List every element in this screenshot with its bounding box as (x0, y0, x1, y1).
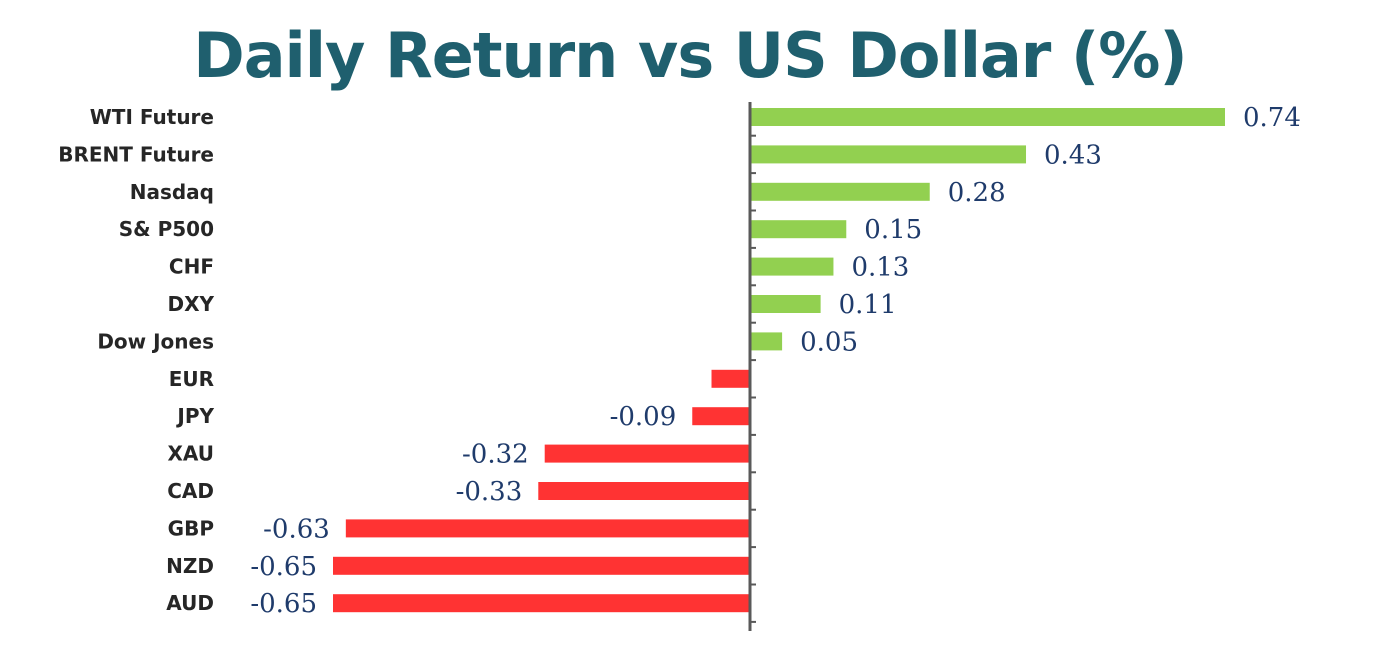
category-label: JPY (175, 404, 214, 428)
category-label: CHF (169, 255, 214, 279)
value-labels: 0.74 0.43 0.28 0.15 0.13 0.11 0.05 -0.09 -0.32 -0… (250, 103, 1301, 619)
value-label: 0.05 (800, 327, 858, 357)
category-label: AUD (166, 591, 214, 615)
bar (750, 145, 1027, 164)
value-label: 0.13 (851, 253, 909, 283)
bar (711, 369, 750, 388)
bar (538, 482, 750, 500)
category-labels: WTI Future BRENT Future Nasdaq S& P500 CHF DX… (58, 105, 214, 615)
category-label: DXY (167, 292, 214, 316)
value-label: -0.65 (250, 552, 317, 582)
category-label: GBP (168, 516, 214, 540)
category-label: NZD (166, 554, 214, 578)
value-label: 0.15 (864, 215, 922, 245)
value-label: -0.33 (456, 477, 523, 507)
category-label: BRENT Future (58, 142, 214, 166)
bar (750, 332, 783, 351)
zero-axis (748, 102, 756, 631)
category-label: CAD (167, 479, 214, 503)
category-label: WTI Future (90, 105, 214, 129)
bar (750, 108, 1225, 126)
category-label: XAU (167, 442, 214, 466)
bar (692, 407, 750, 426)
category-label: Nasdaq (130, 180, 214, 204)
bar (544, 444, 750, 463)
bar (750, 182, 930, 201)
value-label: 0.43 (1044, 140, 1102, 170)
bar (333, 594, 750, 613)
bar (750, 295, 821, 313)
bar (750, 220, 847, 239)
value-label: 0.11 (839, 290, 897, 320)
bar (333, 556, 750, 575)
value-label: -0.63 (263, 514, 330, 544)
value-label: -0.65 (250, 589, 317, 619)
bar (750, 257, 834, 276)
category-label: S& P500 (119, 217, 214, 241)
category-label: Dow Jones (97, 329, 214, 353)
value-label: 0.74 (1243, 103, 1301, 133)
bars (333, 108, 1225, 613)
category-label: EUR (169, 367, 214, 391)
value-label: 0.28 (948, 178, 1006, 208)
value-label: -0.32 (462, 440, 529, 470)
chart-title: Daily Return vs US Dollar (%) (193, 19, 1188, 92)
value-label: -0.09 (610, 402, 677, 432)
bar (345, 519, 750, 538)
